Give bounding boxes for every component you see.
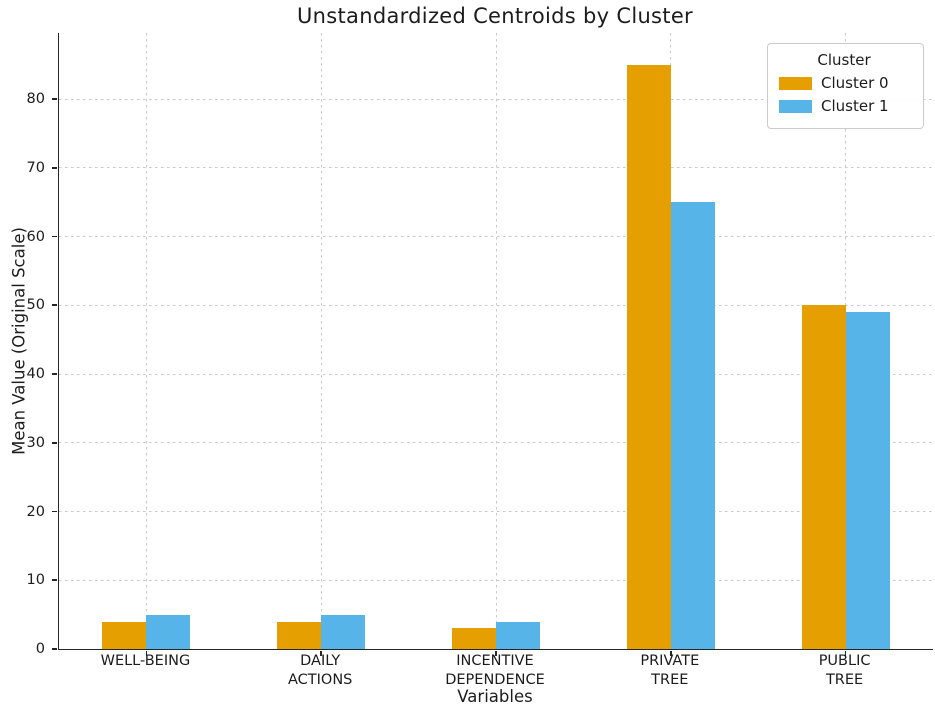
bar-cluster1-private bbox=[670, 202, 715, 649]
x-tick-1 bbox=[145, 651, 148, 656]
y-tick-10 bbox=[52, 579, 57, 582]
gridline-vertical-2 bbox=[320, 33, 322, 649]
bar-cluster0-well-being bbox=[102, 621, 147, 649]
y-tick-labels: 0 10 20 30 40 50 60 70 80 bbox=[0, 33, 58, 657]
legend-label-cluster1: Cluster 1 bbox=[821, 97, 889, 115]
y-tick-label-30: 30 bbox=[26, 434, 45, 451]
bar-cluster0-public bbox=[801, 305, 846, 649]
chart-title: Unstandardized Centroids by Cluster bbox=[296, 4, 693, 28]
x-tick-2 bbox=[320, 651, 322, 656]
bar-cluster0-incentive bbox=[452, 628, 496, 649]
y-tick-0 bbox=[52, 648, 57, 650]
gridline-vertical-1 bbox=[145, 33, 147, 649]
x-tick-label-daily: DAILY ACTIONS bbox=[287, 653, 353, 688]
bar-cluster1-public bbox=[845, 312, 890, 649]
plot-area bbox=[52, 33, 933, 656]
y-tick-label-70: 70 bbox=[26, 159, 45, 176]
legend-title: Cluster bbox=[817, 51, 871, 69]
x-axis-label: Variables bbox=[457, 687, 533, 706]
x-tick-label-private: PRIVATE TREE bbox=[640, 653, 700, 688]
y-tick-80 bbox=[52, 98, 57, 100]
y-tick-label-60: 60 bbox=[26, 228, 45, 245]
y-tick-50 bbox=[52, 304, 57, 307]
legend-label-cluster0: Cluster 0 bbox=[821, 74, 889, 92]
x-tick-label-incentive: INCENTIVE DEPENDENCE bbox=[445, 653, 545, 688]
bar-cluster1-incentive bbox=[496, 621, 540, 649]
y-tick-label-10: 10 bbox=[26, 572, 45, 589]
bar-cluster0-daily bbox=[277, 621, 322, 649]
y-tick-label-80: 80 bbox=[26, 91, 45, 107]
bar-cluster0-private bbox=[626, 64, 671, 649]
y-tick-label-40: 40 bbox=[26, 366, 45, 382]
y-tick-20 bbox=[52, 510, 57, 513]
legend-row-cluster1: Cluster 1 bbox=[779, 97, 909, 115]
x-tick-5 bbox=[844, 651, 847, 656]
gridline-vertical-3 bbox=[495, 33, 497, 649]
legend-swatch-cluster1-icon bbox=[779, 99, 812, 113]
legend-row-cluster0: Cluster 0 bbox=[779, 74, 909, 92]
bar-cluster1-well-being bbox=[146, 614, 191, 649]
y-tick-label-50: 50 bbox=[26, 297, 45, 314]
bar-cluster1-daily bbox=[321, 614, 366, 649]
y-tick-40 bbox=[52, 373, 57, 375]
legend: Cluster Cluster 0 Cluster 1 bbox=[767, 43, 924, 129]
legend-swatch-cluster0-icon bbox=[779, 76, 812, 90]
x-tick-4 bbox=[670, 651, 672, 656]
x-tick-label-well-being: WELL-BEING bbox=[100, 653, 191, 669]
y-tick-label-20: 20 bbox=[26, 503, 45, 520]
y-tick-30 bbox=[52, 441, 57, 444]
y-tick-70 bbox=[52, 166, 57, 169]
x-tick-labels: WELL-BEING DAILY ACTIONS INCENTIVE DEPENDE… bbox=[58, 652, 932, 694]
x-tick-label-public: PUBLIC TREE bbox=[818, 653, 871, 688]
x-tick-3 bbox=[495, 651, 497, 656]
y-tick-label-0: 0 bbox=[35, 641, 45, 657]
y-tick-60 bbox=[52, 235, 57, 238]
